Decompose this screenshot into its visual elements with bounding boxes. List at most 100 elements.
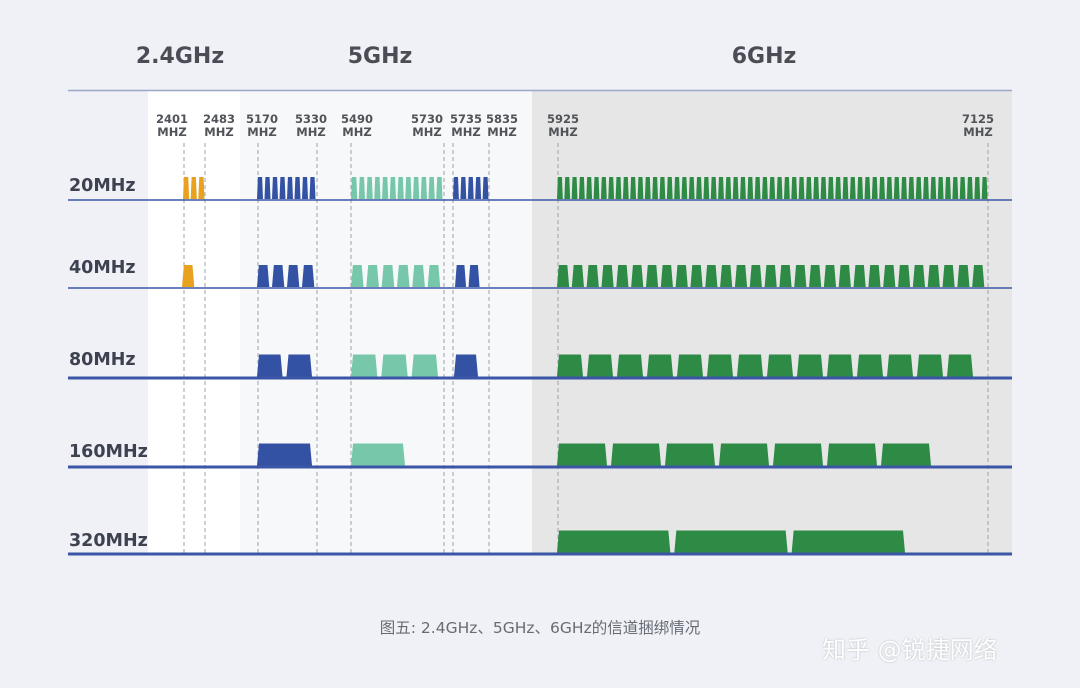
channel-block-w20-g6 [776, 177, 783, 199]
channel-block-w20-g6 [644, 177, 651, 199]
channel-block-w40-g6 [616, 265, 629, 287]
channel-block-w20-g6 [557, 177, 563, 199]
channel-block-w20-g6 [827, 177, 834, 199]
channel-block-w20-g6 [945, 177, 951, 199]
channel-block-w20-u1 [294, 177, 301, 199]
channel-block-w20-g6 [857, 177, 864, 199]
channel-block-w80-g6 [917, 354, 943, 377]
channel-block-w20-g6 [571, 177, 578, 199]
channel-block-w80-g6 [767, 354, 793, 377]
channel-block-w20-g6 [725, 177, 732, 199]
channel-block-w20-g24 [183, 177, 190, 199]
channel-block-w20-g6 [586, 177, 593, 199]
channel-block-w20-g6 [747, 177, 754, 199]
channel-block-w40-g6 [705, 265, 718, 287]
freq-label: 5170 MHZ [245, 112, 279, 139]
channel-block-w160-u1 [257, 443, 312, 466]
panel-24ghz [148, 91, 240, 555]
channel-block-w20-g6 [952, 177, 959, 199]
channel-block-w20-u1 [309, 177, 316, 199]
channel-block-w20-g6 [564, 177, 571, 199]
channel-block-w80-u3 [454, 354, 478, 377]
channel-block-w20-g6 [805, 177, 812, 199]
channel-block-w20-u2 [358, 177, 365, 199]
channel-block-w80-g6 [617, 354, 643, 377]
channel-block-w40-g6 [779, 265, 792, 287]
channel-block-w20-g6 [901, 177, 907, 199]
channel-block-w160-u2 [351, 443, 405, 466]
channel-block-w20-g6 [967, 177, 973, 199]
channel-block-w20-g6 [959, 177, 966, 199]
channel-block-w20-u3 [453, 177, 459, 199]
channel-block-w40-g6 [912, 265, 926, 287]
channel-block-w20-g6 [659, 177, 666, 199]
freq-label: 5925 MHZ [546, 112, 580, 139]
channel-block-w40-g6 [749, 265, 762, 287]
channel-block-w20-g24 [198, 177, 205, 199]
channel-block-w20-g6 [879, 177, 885, 199]
channel-block-w20-g6 [703, 177, 710, 199]
channel-block-w80-u2 [351, 354, 378, 377]
channel-block-w320-g6 [791, 530, 905, 553]
channel-block-w20-g6 [732, 177, 739, 199]
panel-5ghz [240, 91, 532, 555]
row-label-20mhz: 20MHz [69, 176, 136, 196]
channel-block-w20-u2 [413, 177, 420, 199]
channel-block-w20-g6 [696, 177, 702, 199]
channel-block-w20-u2 [382, 177, 389, 199]
channel-block-w80-g6 [647, 354, 673, 377]
channel-block-w20-g6 [915, 177, 922, 199]
channel-block-w20-g6 [593, 177, 600, 199]
channel-block-w20-u3 [475, 177, 482, 199]
channel-block-w20-u1 [272, 177, 278, 199]
channel-block-w20-u3 [467, 177, 474, 199]
channel-block-w40-g6 [972, 265, 985, 287]
channel-block-w40-u2 [427, 265, 441, 287]
channel-block-w20-g6 [842, 177, 849, 199]
channel-block-w20-g6 [974, 177, 981, 199]
channel-block-w20-g6 [666, 177, 673, 199]
channel-block-w20-g6 [798, 177, 805, 199]
channel-block-w80-g6 [947, 354, 973, 377]
channel-block-w80-g6 [587, 354, 613, 377]
channel-block-w20-u2 [374, 177, 381, 199]
panel-6ghz [532, 91, 1012, 555]
channel-block-w40-g6 [957, 265, 970, 287]
channel-block-w40-g6 [601, 265, 614, 287]
channel-block-w160-g6 [665, 443, 715, 466]
channel-block-w40-g6 [794, 265, 807, 287]
freq-label: 2483 MHZ [202, 112, 236, 139]
channel-block-w320-g6 [557, 530, 671, 553]
channel-block-w40-g6 [645, 265, 659, 287]
channel-block-w20-g6 [981, 177, 988, 199]
channel-block-w40-g6 [838, 265, 851, 287]
channel-block-w160-g6 [827, 443, 877, 466]
channel-block-w20-g6 [600, 177, 607, 199]
channel-block-w40-g6 [853, 265, 866, 287]
freq-label: 5490 MHZ [340, 112, 374, 139]
channel-block-w40-g6 [734, 265, 748, 287]
freq-label: 5735 MHZ [449, 112, 483, 139]
channel-block-w20-g6 [710, 177, 717, 199]
channel-block-w20-g6 [762, 177, 768, 199]
channel-block-w20-g6 [886, 177, 893, 199]
channel-block-w40-u3 [455, 265, 467, 287]
channel-block-w20-g6 [630, 177, 637, 199]
freq-label: 2401 MHZ [155, 112, 189, 139]
channel-block-w40-g6 [586, 265, 599, 287]
channel-block-w40-g6 [557, 265, 570, 287]
channel-block-w20-g24 [190, 177, 197, 199]
row-label-320mhz: 320MHz [69, 531, 148, 551]
channel-block-w40-g6 [675, 265, 688, 287]
channel-block-w40-g6 [898, 265, 911, 287]
row-label-160mhz: 160MHz [69, 442, 148, 462]
channel-block-w20-g6 [930, 177, 937, 199]
channel-block-w80-g6 [707, 354, 733, 377]
figure-caption: 图五: 2.4GHz、5GHz、6GHz的信道捆绑情况 [379, 619, 701, 637]
channel-block-w20-u2 [420, 177, 427, 199]
channel-block-w20-g6 [849, 177, 856, 199]
channel-block-w20-u3 [460, 177, 467, 199]
channel-block-w80-g6 [797, 354, 823, 377]
channel-block-w20-g6 [578, 177, 585, 199]
